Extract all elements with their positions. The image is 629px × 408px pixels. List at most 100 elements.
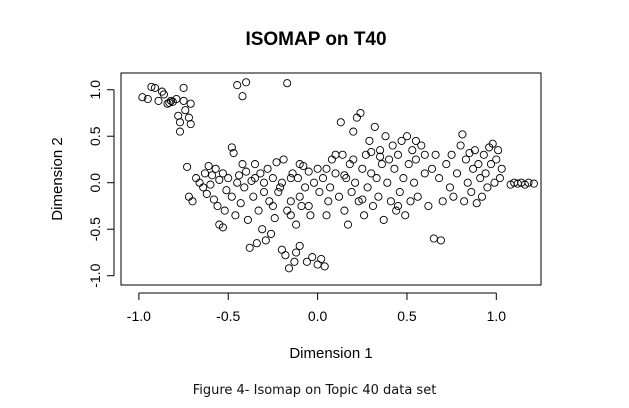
data-point <box>413 192 422 201</box>
data-point <box>381 132 390 141</box>
data-point <box>274 187 283 197</box>
data-point <box>279 155 288 164</box>
chart-title: ISOMAP on T40 <box>245 29 386 50</box>
data-point <box>467 187 476 197</box>
data-point <box>379 215 388 224</box>
data-point <box>393 150 403 159</box>
data-point <box>365 136 374 145</box>
data-point <box>367 147 376 157</box>
data-point <box>208 171 217 180</box>
data-point <box>481 169 490 178</box>
data-point <box>406 197 415 206</box>
data-point <box>218 223 227 232</box>
x-axis-label: Dimension 1 <box>289 345 372 362</box>
data-point <box>172 94 181 104</box>
data-point <box>331 150 340 159</box>
data-point <box>324 197 333 206</box>
data-point <box>295 241 304 250</box>
data-point <box>238 160 247 169</box>
data-point <box>292 220 301 229</box>
data-point <box>302 257 311 266</box>
data-point <box>270 214 279 223</box>
data-point <box>288 169 297 178</box>
data-point <box>356 108 365 118</box>
data-point <box>231 211 240 220</box>
data-point <box>385 155 394 164</box>
data-point <box>188 197 197 206</box>
data-point <box>200 169 210 178</box>
data-point <box>399 174 408 183</box>
data-point <box>272 158 281 167</box>
figure-caption: Figure 4- Isomap on Topic 40 data set <box>192 383 437 398</box>
data-point <box>204 161 213 171</box>
data-point <box>320 262 329 271</box>
data-point <box>297 201 306 211</box>
data-point <box>438 197 447 206</box>
data-point <box>322 164 331 173</box>
x-tick-label: -1.0 <box>127 308 151 324</box>
data-point <box>351 178 360 187</box>
data-point <box>376 146 385 155</box>
data-point <box>304 201 313 211</box>
data-point <box>411 155 420 164</box>
data-point <box>386 197 395 206</box>
data-point <box>476 174 485 183</box>
data-point <box>265 197 274 206</box>
data-point <box>261 236 270 245</box>
data-point <box>402 132 412 141</box>
data-point <box>218 169 227 178</box>
data-point <box>495 174 504 183</box>
y-axis: -1.0 -0.5 0.0 0.5 1.0 <box>87 80 115 288</box>
data-point <box>427 164 437 173</box>
data-point <box>397 136 406 145</box>
data-point <box>490 178 499 187</box>
data-point <box>211 164 220 173</box>
data-point <box>449 192 458 201</box>
plot-area-frame <box>120 72 542 286</box>
data-point <box>242 78 251 87</box>
data-point <box>267 229 276 238</box>
data-point <box>392 206 401 215</box>
data-point <box>184 192 193 201</box>
data-point <box>424 201 433 211</box>
data-point <box>259 187 269 197</box>
data-point <box>308 253 317 262</box>
data-point <box>368 201 378 211</box>
data-point <box>497 164 506 173</box>
data-point <box>361 150 370 159</box>
data-point <box>420 150 429 159</box>
data-point <box>358 164 367 173</box>
data-point <box>222 186 231 195</box>
x-tick-label: 0.0 <box>308 308 328 324</box>
data-point <box>175 127 185 136</box>
x-tick-label: 1.0 <box>487 308 507 324</box>
data-point <box>154 96 163 105</box>
data-point <box>315 187 324 197</box>
data-point <box>470 146 479 155</box>
data-point <box>313 164 322 173</box>
data-point <box>179 96 188 105</box>
data-point <box>340 206 349 215</box>
data-point <box>461 155 470 164</box>
data-point <box>243 215 252 224</box>
data-point <box>159 90 168 99</box>
data-point <box>383 178 392 187</box>
data-point <box>460 197 469 206</box>
data-point <box>281 251 290 260</box>
data-point <box>349 155 358 164</box>
data-point <box>263 164 272 173</box>
data-point <box>249 192 258 201</box>
data-point <box>479 150 488 159</box>
data-point <box>227 143 236 152</box>
data-point <box>367 169 376 178</box>
data-point <box>442 160 451 169</box>
data-point <box>175 118 185 127</box>
data-point <box>408 146 417 155</box>
data-point <box>192 174 201 183</box>
data-point <box>277 178 286 187</box>
data-point <box>295 160 304 169</box>
data-point <box>463 178 472 187</box>
data-point <box>234 171 244 180</box>
data-point <box>524 178 533 187</box>
data-point <box>181 106 190 115</box>
